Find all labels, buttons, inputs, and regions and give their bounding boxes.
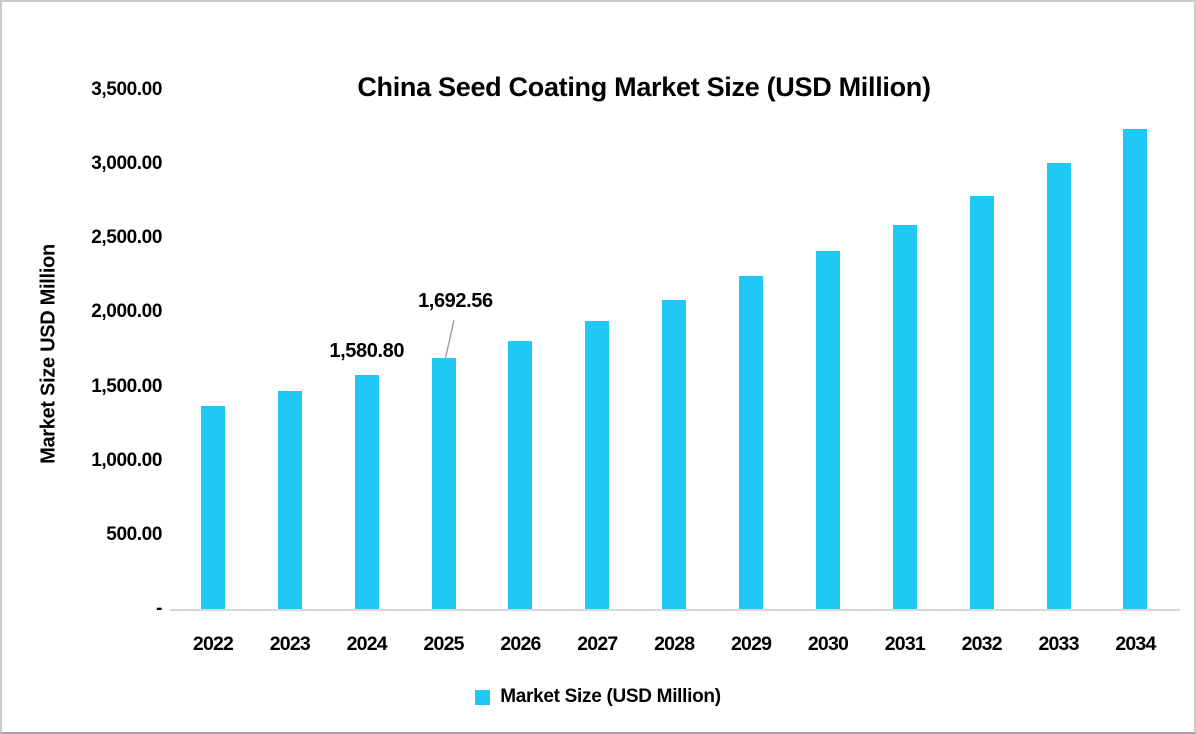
bar-2024 xyxy=(354,374,379,609)
bar-2026 xyxy=(508,341,533,609)
y-tick-label-500: 500.00 xyxy=(106,523,162,545)
plot-area xyxy=(170,90,1180,611)
x-tick-label-2032: 2032 xyxy=(961,633,1003,655)
x-tick-label-2029: 2029 xyxy=(730,633,772,655)
bar-2023 xyxy=(277,391,302,609)
bar-2030 xyxy=(815,250,840,609)
legend: Market Size (USD Million) xyxy=(2,686,1194,708)
x-tick-label-2034: 2034 xyxy=(1115,633,1156,655)
data-label-2024: 1,580.80 xyxy=(329,339,405,362)
x-tick-label-2026: 2026 xyxy=(500,633,541,655)
bar-2032 xyxy=(969,195,994,609)
x-tick-label-2028: 2028 xyxy=(654,633,695,655)
bar-2031 xyxy=(892,224,917,609)
y-axis-title: Market Size USD Million xyxy=(37,244,60,464)
bar-2029 xyxy=(739,276,764,609)
x-tick-label-2025: 2025 xyxy=(423,633,465,655)
bar-2027 xyxy=(585,320,610,609)
bar-2033 xyxy=(1046,163,1071,609)
x-tick-label-2023: 2023 xyxy=(269,633,311,655)
y-tick-label-2000: 2,000.00 xyxy=(91,301,162,323)
y-tick-label-2500: 2,500.00 xyxy=(91,227,162,249)
chart-title: China Seed Coating Market Size (USD Mill… xyxy=(357,72,931,102)
y-tick-label-1500: 1,500.00 xyxy=(91,375,162,397)
y-tick-label-3500: 3,500.00 xyxy=(91,79,162,100)
x-tick-label-2027: 2027 xyxy=(577,633,618,655)
y-tick-label-1000: 1,000.00 xyxy=(91,449,162,471)
legend-label: Market Size (USD Million) xyxy=(500,686,721,707)
data-label-2025: 1,692.56 xyxy=(418,290,493,313)
y-tick-label-3000: 3,000.00 xyxy=(91,153,162,175)
x-tick-label-2031: 2031 xyxy=(884,633,926,655)
x-tick-label-2022: 2022 xyxy=(192,633,234,655)
y-tick-label-0: - xyxy=(156,598,162,619)
x-tick-label-2033: 2033 xyxy=(1038,633,1079,655)
x-tick-label-2024: 2024 xyxy=(346,633,388,655)
legend-swatch xyxy=(475,689,491,705)
x-tick-label-2030: 2030 xyxy=(807,633,849,655)
bar-2034 xyxy=(1123,129,1148,609)
bar-2022 xyxy=(201,406,225,609)
bar-2025 xyxy=(431,358,456,609)
bar-2028 xyxy=(662,299,687,609)
